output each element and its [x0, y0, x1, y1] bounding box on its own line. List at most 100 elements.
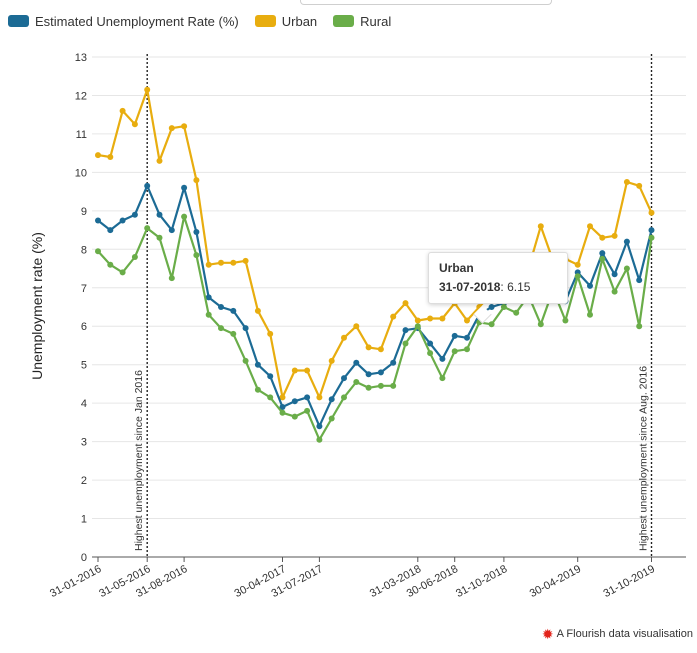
tooltip-line: 31-07-2018: 6.15 [439, 280, 557, 294]
data-point [537, 321, 544, 328]
data-point [156, 157, 163, 164]
data-point [267, 373, 274, 380]
data-point [230, 307, 237, 314]
data-point [119, 217, 126, 224]
tooltip: Urban 31-07-2018: 6.15 [428, 252, 568, 304]
data-point [599, 255, 606, 262]
legend-label-urban: Urban [281, 13, 318, 29]
data-point [107, 154, 114, 160]
data-point [230, 259, 237, 266]
legend-swatch-estimated [8, 15, 29, 27]
data-point [439, 315, 446, 322]
flourish-credit[interactable]: ✹ A Flourish data visualisation [542, 627, 693, 641]
data-point [291, 398, 298, 405]
data-point [168, 125, 175, 132]
x-tick-label: 31-10-2019 [602, 563, 657, 600]
legend-item-urban[interactable]: Urban [254, 13, 318, 29]
data-point [218, 259, 224, 266]
data-point [611, 288, 618, 295]
data-point [648, 234, 655, 241]
data-point [119, 269, 126, 276]
data-point [377, 346, 384, 353]
series-line [97, 215, 653, 441]
data-point [131, 254, 138, 260]
data-point [599, 250, 606, 257]
data-point [341, 334, 347, 341]
data-point [402, 300, 409, 307]
y-tick-label: 0 [81, 552, 87, 564]
data-point [95, 217, 101, 224]
legend-item-rural[interactable]: Rural [333, 14, 391, 29]
data-point [537, 223, 544, 230]
data-point [464, 334, 470, 341]
data-point [587, 311, 593, 318]
data-point [451, 332, 458, 339]
legend-swatch-urban [254, 15, 276, 27]
data-point [107, 227, 114, 234]
data-point [574, 261, 581, 268]
data-point [464, 317, 470, 324]
data-point [341, 375, 347, 382]
x-tick-label: 31-01-2016 [48, 563, 103, 600]
data-point [181, 184, 188, 191]
data-point [242, 357, 249, 364]
data-point [611, 232, 618, 239]
y-tick-label: 1 [81, 514, 87, 526]
data-point [353, 379, 360, 385]
data-point [587, 223, 593, 230]
data-point [328, 415, 335, 422]
data-point [316, 423, 323, 430]
data-point [316, 394, 323, 401]
data-point [427, 315, 434, 322]
data-point [181, 123, 188, 130]
data-point [623, 179, 630, 185]
data-point [328, 357, 335, 364]
data-point [365, 371, 372, 378]
data-point [488, 321, 495, 328]
data-point [328, 396, 335, 403]
data-point [648, 209, 655, 216]
legend-item-estimated[interactable]: Estimated Unemployment Rate (%) [8, 14, 239, 29]
data-point [488, 304, 495, 310]
data-point [168, 227, 175, 234]
data-point [267, 330, 274, 337]
data-point [218, 304, 224, 310]
y-tick-label: 2 [81, 475, 87, 487]
legend: Estimated Unemployment Rate (%) Urban Ru… [8, 10, 407, 32]
data-point [304, 394, 311, 401]
y-tick-label: 6 [81, 321, 87, 333]
y-tick-label: 11 [76, 129, 87, 141]
data-point [365, 384, 372, 391]
x-tick-label: 31-10-2018 [454, 563, 509, 600]
data-point [574, 273, 581, 280]
tooltip-value: 6.15 [507, 280, 531, 294]
data-point [218, 325, 224, 332]
data-point [427, 340, 434, 347]
y-tick-label: 4 [81, 398, 87, 410]
data-point [205, 261, 212, 268]
data-point [414, 323, 421, 330]
data-point [156, 211, 163, 218]
data-point [402, 327, 409, 334]
data-point [513, 309, 520, 316]
data-point [414, 317, 421, 324]
data-point [316, 436, 323, 443]
data-point [254, 361, 261, 368]
data-point [500, 304, 507, 310]
y-tick-label: 3 [81, 437, 87, 449]
data-point [242, 257, 249, 264]
data-point [291, 367, 298, 374]
gridlines [92, 56, 686, 558]
data-point [623, 265, 630, 272]
data-point [156, 234, 163, 241]
data-point [439, 375, 446, 382]
top-edge-tab [300, 0, 552, 5]
legend-swatch-rural [333, 15, 355, 27]
annotation-label: Highest unemployment since Jan 2016 [133, 370, 145, 551]
data-point [648, 227, 655, 234]
data-point [587, 282, 593, 289]
tooltip-series: Urban [439, 261, 474, 275]
x-tick-label: 30-04-2019 [528, 563, 583, 600]
data-point [279, 409, 286, 416]
